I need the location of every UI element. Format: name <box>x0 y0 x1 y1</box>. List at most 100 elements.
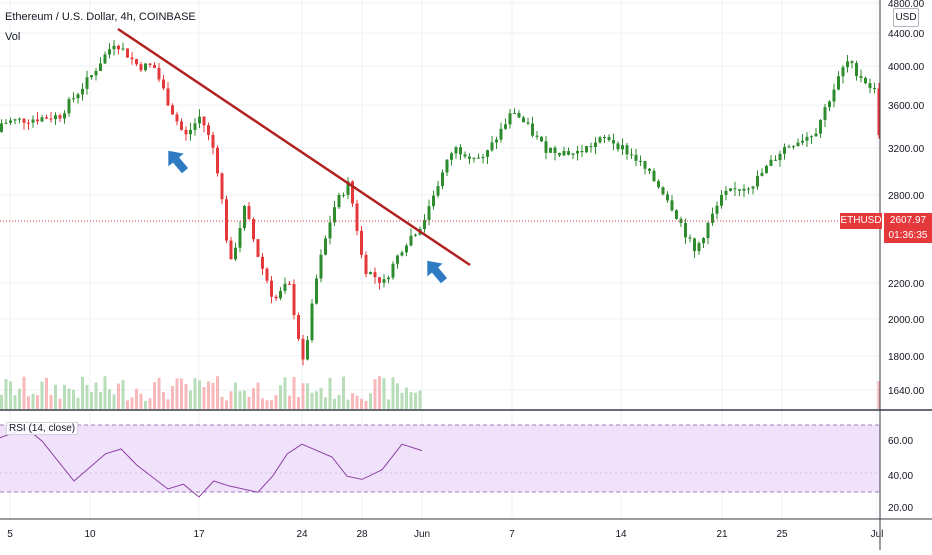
volume-bar <box>126 400 129 409</box>
candle-body <box>562 151 566 156</box>
arrow-annotation-1[interactable] <box>161 144 193 177</box>
candle-body <box>877 88 881 136</box>
volume-bar <box>342 376 345 409</box>
candle-body <box>72 98 75 100</box>
candle-body <box>616 143 620 150</box>
candle-body <box>544 141 548 153</box>
candle-body <box>630 154 633 156</box>
candle-body <box>364 254 368 275</box>
candle-body <box>306 340 309 360</box>
candle-body <box>720 194 723 206</box>
volume-bar <box>0 394 3 409</box>
candle-body <box>688 237 692 239</box>
candle-body <box>580 150 584 153</box>
volume-bar <box>418 390 422 409</box>
candle-body <box>868 83 872 88</box>
volume-bar <box>216 376 219 409</box>
volume-bar <box>409 392 413 409</box>
candle-body <box>58 115 62 119</box>
candle-body <box>207 125 210 135</box>
volume-bar <box>270 400 273 409</box>
volume-bar <box>382 378 386 409</box>
candle-body <box>796 142 800 147</box>
x-tick-label: 28 <box>356 529 368 540</box>
candle-body <box>319 254 323 279</box>
volume-bar <box>387 399 390 409</box>
x-tick-label: 7 <box>509 529 515 540</box>
candle-body <box>715 205 719 214</box>
volume-bar <box>180 378 183 409</box>
volume-bar <box>306 383 309 409</box>
candle-body <box>697 243 701 252</box>
candle-body <box>675 210 678 219</box>
volume-bar <box>378 376 381 409</box>
candle-body <box>819 119 822 134</box>
candle-body <box>427 206 431 220</box>
candle-body <box>148 63 152 65</box>
x-tick-label: 10 <box>84 529 96 540</box>
candle-body <box>90 75 93 78</box>
volume-bar <box>391 377 395 409</box>
volume-bar <box>373 379 377 409</box>
candle-body <box>522 117 525 123</box>
candle-body <box>45 117 48 119</box>
candle-body <box>841 67 845 77</box>
volume-bar <box>400 392 404 409</box>
candle-body <box>0 123 3 132</box>
candle-body <box>121 48 125 50</box>
candle-body <box>211 134 215 148</box>
rsi-indicator-label[interactable]: RSI (14, close) <box>6 422 79 435</box>
candle-body <box>297 315 300 339</box>
volume-bar <box>301 383 305 409</box>
volume-bar <box>171 385 174 409</box>
candle-body <box>252 219 255 240</box>
volume-bar <box>157 377 161 409</box>
volume-bar <box>54 384 57 409</box>
volume-bar <box>283 377 287 409</box>
candle-body <box>747 188 750 190</box>
volume-bar <box>225 400 228 409</box>
volume-bar <box>27 396 30 409</box>
candle-body <box>684 222 687 238</box>
candle-body <box>873 87 876 89</box>
arrow-annotation-2[interactable] <box>420 254 452 287</box>
volume-bar <box>108 389 111 409</box>
candle-body <box>733 188 737 190</box>
volume-bar <box>229 391 233 409</box>
candle-body <box>414 234 417 236</box>
candle-body <box>805 136 809 141</box>
volume-bar <box>81 376 84 409</box>
candle-body <box>63 113 66 119</box>
candle-body <box>792 146 795 148</box>
x-tick-label: 24 <box>296 529 308 540</box>
candle-body <box>36 119 39 122</box>
volume-bar <box>58 398 62 409</box>
volume-bar <box>328 377 332 409</box>
candle-body <box>423 219 426 229</box>
volume-bar <box>31 393 35 409</box>
volume-bar <box>153 382 156 409</box>
candle-body <box>400 252 404 256</box>
volume-bar <box>139 393 143 409</box>
y-tick-label: 1800.00 <box>888 352 925 363</box>
candle-body <box>220 173 224 200</box>
candle-body <box>855 63 858 77</box>
chart-title: Ethereum / U.S. Dollar, 4h, COINBASE <box>5 11 196 23</box>
candle-body <box>99 63 102 71</box>
candle-body <box>445 159 449 173</box>
volume-bar <box>346 399 350 409</box>
candle-body <box>157 68 161 80</box>
candle-body <box>355 203 359 231</box>
candle-body <box>9 120 12 123</box>
candle-body <box>310 303 314 341</box>
volume-bar <box>355 395 359 409</box>
volume-bar <box>333 398 336 409</box>
candle-body <box>711 213 714 223</box>
trendline[interactable] <box>117 27 471 267</box>
volume-bar <box>13 395 17 409</box>
candle-body <box>67 99 71 114</box>
candle-body <box>621 145 624 150</box>
candle-body <box>765 165 768 173</box>
currency-button[interactable]: USD <box>893 8 919 27</box>
